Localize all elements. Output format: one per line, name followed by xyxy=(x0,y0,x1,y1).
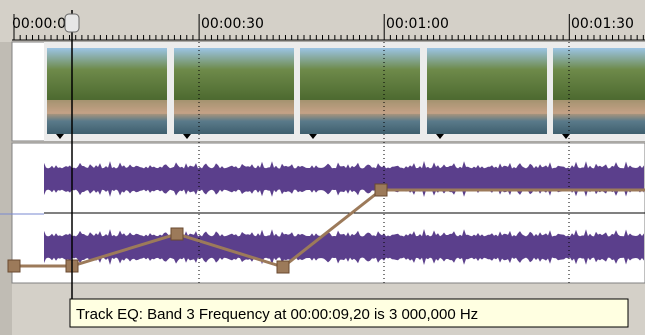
thumbnail-houses xyxy=(553,100,645,114)
timeline: 00:00:00 00:00:30 00:01:00 00:01:30 Trac… xyxy=(0,0,645,335)
thumbnail xyxy=(553,48,645,134)
ruler-label: 00:00:30 xyxy=(201,16,264,32)
gutter xyxy=(0,42,12,335)
ruler-label: 00:01:30 xyxy=(571,16,634,32)
thumbnail-houses xyxy=(427,100,547,114)
envelope-point[interactable] xyxy=(171,228,183,240)
thumbnail-houses xyxy=(47,100,167,114)
thumbnail xyxy=(300,48,420,134)
thumbnail-houses xyxy=(174,100,294,114)
thumbnail xyxy=(174,48,294,134)
thumbnails xyxy=(47,48,645,139)
tooltip-text: Track EQ: Band 3 Frequency at 00:00:09,2… xyxy=(76,306,478,323)
ruler-label: 00:01:00 xyxy=(386,16,449,32)
thumbnail-houses xyxy=(300,100,420,114)
page: {"ruler": {"labels": ["00:00:00", "00:00… xyxy=(0,0,645,335)
envelope-point[interactable] xyxy=(8,260,20,272)
envelope-point[interactable] xyxy=(277,261,289,273)
thumbnail xyxy=(427,48,547,134)
playhead-handle[interactable] xyxy=(65,14,79,32)
envelope-point[interactable] xyxy=(375,184,387,196)
thumbnail xyxy=(47,48,167,134)
